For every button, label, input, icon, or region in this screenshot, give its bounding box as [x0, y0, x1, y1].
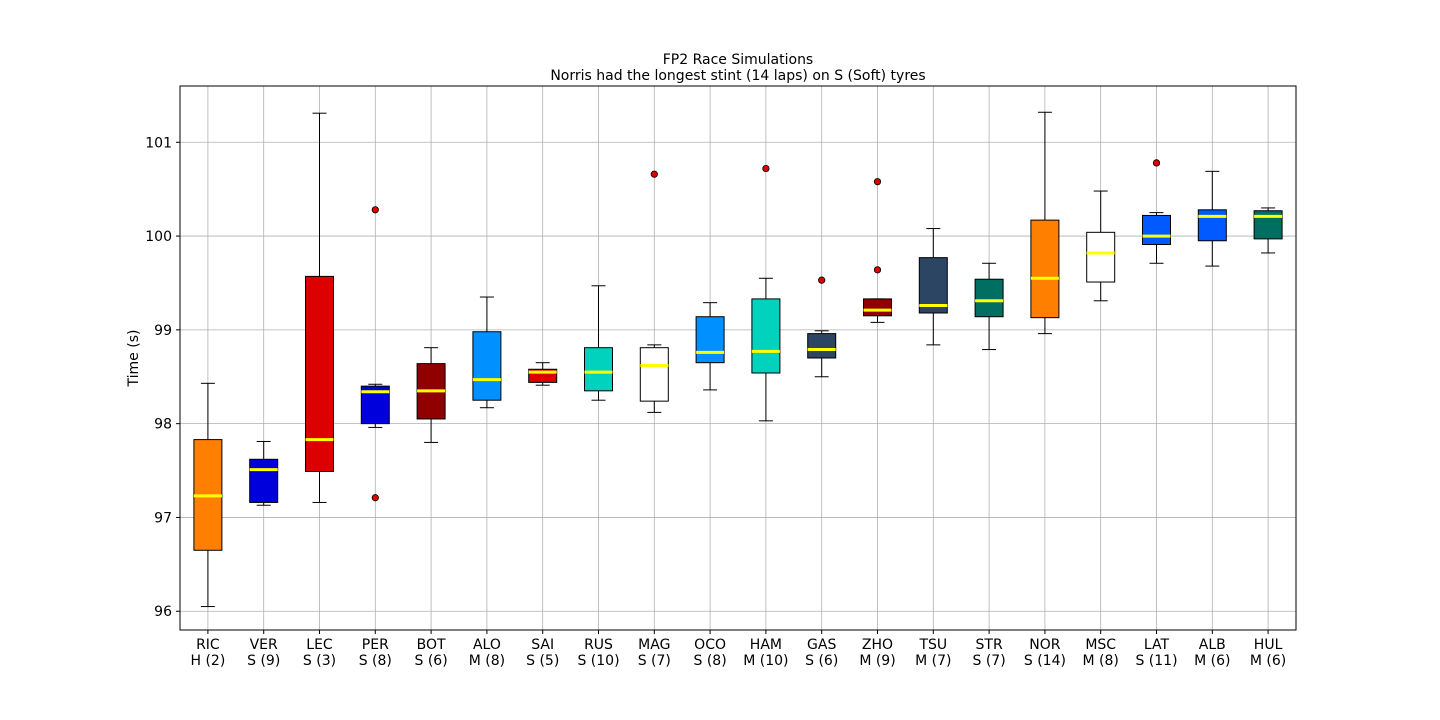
outlier-point [371, 494, 379, 502]
iqr-box [1086, 231, 1116, 283]
x-tick-label-driver: STR [976, 637, 1003, 653]
y-axis-label: Time (s) [126, 330, 142, 388]
box-lat [1142, 159, 1171, 264]
box-zho [863, 178, 892, 323]
iqr-box [974, 278, 1004, 318]
box-sai [528, 362, 558, 386]
x-tick-label-driver: ALO [473, 637, 501, 653]
x-tick-label-driver: PER [362, 637, 389, 653]
x-tick-label-tyre: S (9) [247, 653, 280, 669]
y-tick-label: 99 [154, 323, 172, 339]
x-tick-label-tyre: S (14) [1024, 653, 1066, 669]
chart-subtitle: Norris had the longest stint (14 laps) o… [550, 68, 925, 84]
outlier-point [1152, 159, 1161, 167]
iqr-box [1030, 219, 1060, 319]
box-alo [472, 296, 502, 409]
x-tick-label-driver: SAI [531, 637, 554, 653]
x-tick-label-driver: NOR [1029, 637, 1060, 653]
grid-lines [180, 86, 1296, 630]
box-per [360, 206, 390, 502]
iqr-box [1197, 209, 1227, 242]
y-tick-label: 97 [154, 510, 172, 526]
x-tick-label-tyre: S (8) [694, 653, 727, 669]
x-tick-label-driver: OCO [694, 637, 726, 653]
iqr-box [918, 257, 948, 314]
x-tick-label-driver: MSC [1085, 637, 1116, 653]
x-tick-label-driver: RUS [584, 637, 613, 653]
x-tick-label-driver: ALB [1199, 637, 1226, 653]
box-bot [416, 347, 446, 443]
box-ric [193, 382, 223, 608]
x-tick-label-tyre: M (8) [1083, 653, 1119, 669]
iqr-box [1142, 214, 1171, 246]
iqr-box [639, 347, 669, 402]
plot-frame [179, 85, 1297, 631]
x-tick-label-driver: ZHO [862, 637, 893, 653]
x-tick-label-tyre: M (6) [1194, 653, 1230, 669]
x-tick-label-tyre: M (6) [1250, 653, 1286, 669]
iqr-box [807, 333, 837, 359]
y-tick-label: 96 [154, 604, 172, 620]
x-tick-label-driver: GAS [807, 637, 836, 653]
x-tick-label-driver: BOT [417, 637, 446, 653]
x-tick-label-tyre: M (10) [743, 653, 788, 669]
x-tick-label-driver: HUL [1254, 637, 1283, 653]
box-rus [584, 285, 613, 401]
box-mag [639, 170, 669, 413]
x-tick-label-driver: MAG [638, 637, 670, 653]
box-alb [1197, 170, 1227, 267]
iqr-box [472, 331, 502, 401]
x-tick-label-tyre: S (7) [973, 653, 1006, 669]
x-tick-label-tyre: S (6) [415, 653, 448, 669]
box-ver [249, 440, 279, 506]
box-msc [1086, 190, 1116, 302]
x-tick-label-driver: HAM [750, 637, 782, 653]
x-tick-label-driver: TSU [918, 637, 947, 653]
box-oco [695, 302, 725, 391]
x-tick-label-driver: LEC [306, 637, 333, 653]
x-tick-label-tyre: M (9) [859, 653, 895, 669]
box-gas [807, 276, 837, 378]
x-tick-label-tyre: S (10) [577, 653, 619, 669]
x-tick-label-driver: RIC [196, 637, 220, 653]
box-series [193, 111, 1283, 608]
outlier-point [818, 276, 826, 284]
box-str [974, 262, 1004, 351]
y-tick-label: 98 [154, 417, 172, 433]
iqr-box [305, 275, 334, 472]
box-nor [1030, 111, 1060, 335]
y-axis-ticks: 96 97 98 99 100 101 [145, 135, 180, 620]
y-tick-label: 100 [145, 229, 172, 245]
iqr-box [584, 347, 613, 392]
outlier-point [873, 178, 882, 186]
chart-title: FP2 Race Simulations [663, 52, 813, 68]
y-tick-label: 101 [145, 135, 172, 151]
x-tick-label-tyre: M (8) [469, 653, 505, 669]
x-tick-label-driver: LAT [1144, 637, 1170, 653]
iqr-box [695, 316, 725, 364]
box-tsu [918, 228, 948, 346]
x-tick-label-tyre: S (7) [638, 653, 671, 669]
x-tick-label-tyre: S (11) [1135, 653, 1177, 669]
box-lec [305, 112, 334, 503]
box-hul [1253, 207, 1283, 254]
iqr-box [863, 298, 892, 317]
x-tick-label-tyre: H (2) [190, 653, 225, 669]
outlier-point [650, 170, 658, 178]
outlier-point [371, 206, 379, 214]
outlier-point [873, 266, 882, 274]
iqr-box [249, 458, 279, 503]
outlier-point [762, 164, 770, 173]
x-tick-label-tyre: S (6) [805, 653, 838, 669]
x-tick-label-tyre: M (7) [915, 653, 951, 669]
x-tick-label-tyre: S (8) [359, 653, 392, 669]
box-ham [751, 164, 781, 422]
x-tick-label-driver: VER [250, 637, 278, 653]
iqr-box [751, 298, 781, 374]
x-tick-label-tyre: S (5) [526, 653, 559, 669]
x-tick-label-tyre: S (3) [303, 653, 336, 669]
